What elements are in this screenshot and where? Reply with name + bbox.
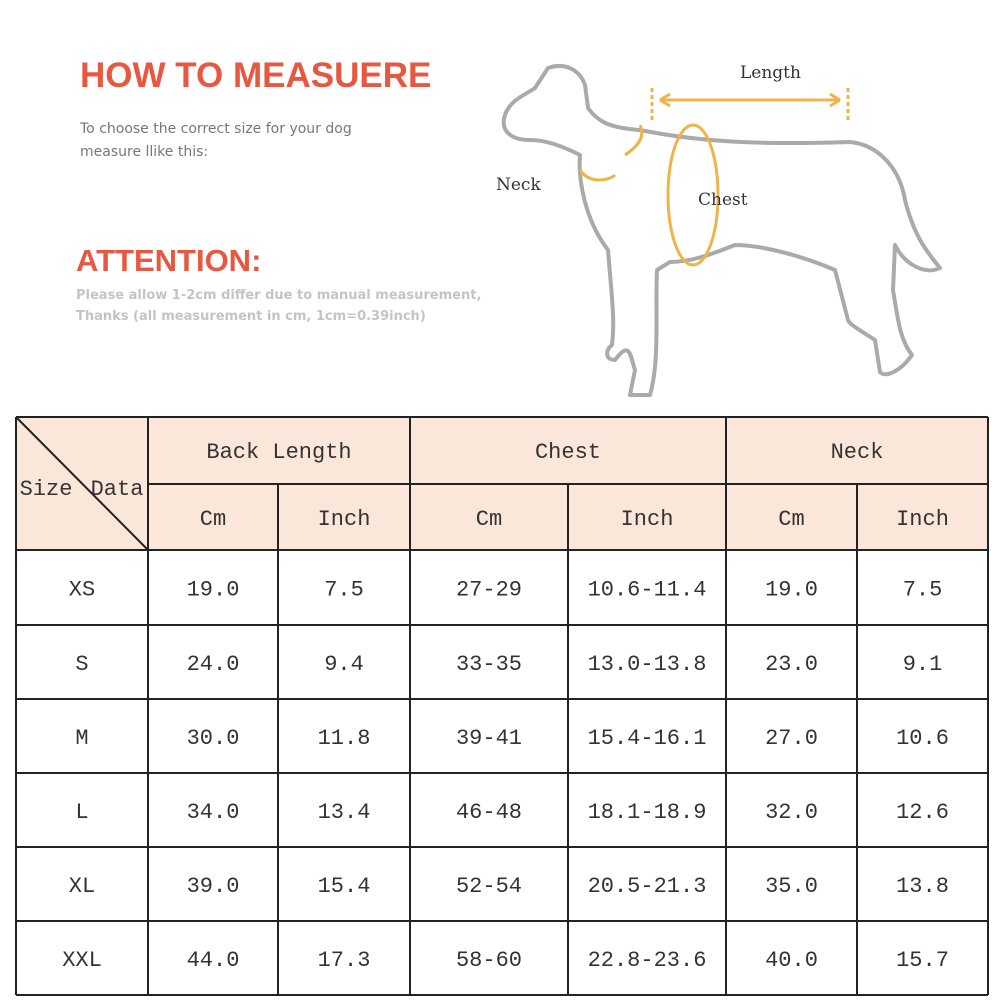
size-table: Size Data Back Length Chest Neck Cm Inch Cm Inch… <box>15 416 989 996</box>
unit-header: Inch <box>318 507 371 532</box>
size-label: XS <box>69 577 95 602</box>
cell-value: 7.5 <box>903 577 943 602</box>
size-label: M <box>75 726 88 751</box>
cell-value: 52-54 <box>456 874 522 899</box>
cell-border <box>15 416 149 551</box>
cell-value: 9.4 <box>324 652 364 677</box>
cell-value: 46-48 <box>456 800 522 825</box>
unit-header: Inch <box>621 507 674 532</box>
cell-value: 34.0 <box>187 800 240 825</box>
unit-header: Cm <box>200 507 226 532</box>
cell-value: 35.0 <box>765 874 818 899</box>
size-label: S <box>75 652 88 677</box>
subtitle: measure llike this: <box>80 144 208 160</box>
cell-value: 19.0 <box>765 577 818 602</box>
cell-value: 15.7 <box>896 948 949 973</box>
group-header: Back Length <box>206 440 351 465</box>
cell-value: 30.0 <box>187 726 240 751</box>
cell-value: 40.0 <box>765 948 818 973</box>
length-label: Length <box>740 63 801 83</box>
cell-value: 18.1-18.9 <box>588 800 707 825</box>
group-header: Chest <box>535 440 601 465</box>
cell-value: 22.8-23.6 <box>588 948 707 973</box>
measure-arrows <box>578 88 850 267</box>
cell-value: 12.6 <box>896 800 949 825</box>
cell-value: 13.8 <box>896 874 949 899</box>
group-header: Neck <box>831 440 884 465</box>
cell-value: 20.5-21.3 <box>588 874 707 899</box>
cell-value: 9.1 <box>903 652 943 677</box>
cell-value: 27-29 <box>456 577 522 602</box>
cell-value: 58-60 <box>456 948 522 973</box>
cell-value: 13.0-13.8 <box>588 652 707 677</box>
cell-value: 10.6 <box>896 726 949 751</box>
cell-value: 32.0 <box>765 800 818 825</box>
cell-value: 27.0 <box>765 726 818 751</box>
cell-value: 39-41 <box>456 726 522 751</box>
attention-text: Thanks (all measurement in cm, 1cm=0.39i… <box>76 309 426 324</box>
cell-value: 23.0 <box>765 652 818 677</box>
attention-title: ATTENTION: <box>76 243 261 278</box>
unit-header: Cm <box>476 507 502 532</box>
attention-text: Please allow 1-2cm differ due to manual … <box>76 288 481 303</box>
size-label: XXL <box>62 948 102 973</box>
cell-value: 11.8 <box>318 726 371 751</box>
cell-value: 33-35 <box>456 652 522 677</box>
subtitle: To choose the correct size for your dog <box>79 121 352 137</box>
cell-value: 44.0 <box>187 948 240 973</box>
neck-label: Neck <box>496 175 541 195</box>
unit-header: Inch <box>896 507 949 532</box>
corner-label: Data <box>91 477 144 502</box>
unit-header: Cm <box>778 507 804 532</box>
dog-outline <box>501 64 942 397</box>
cell-value: 13.4 <box>318 800 371 825</box>
cell-value: 17.3 <box>318 948 371 973</box>
chest-label: Chest <box>698 190 748 210</box>
cell-value: 10.6-11.4 <box>588 577 707 602</box>
size-label: XL <box>69 874 95 899</box>
corner-label: Size <box>20 477 73 502</box>
size-label: L <box>75 800 88 825</box>
cell-value: 15.4-16.1 <box>588 726 707 751</box>
cell-value: 19.0 <box>187 577 240 602</box>
cell-value: 24.0 <box>187 652 240 677</box>
title: HOW TO MEASUERE <box>80 56 431 95</box>
cell-value: 7.5 <box>324 577 364 602</box>
cell-value: 39.0 <box>187 874 240 899</box>
cell-value: 15.4 <box>318 874 371 899</box>
